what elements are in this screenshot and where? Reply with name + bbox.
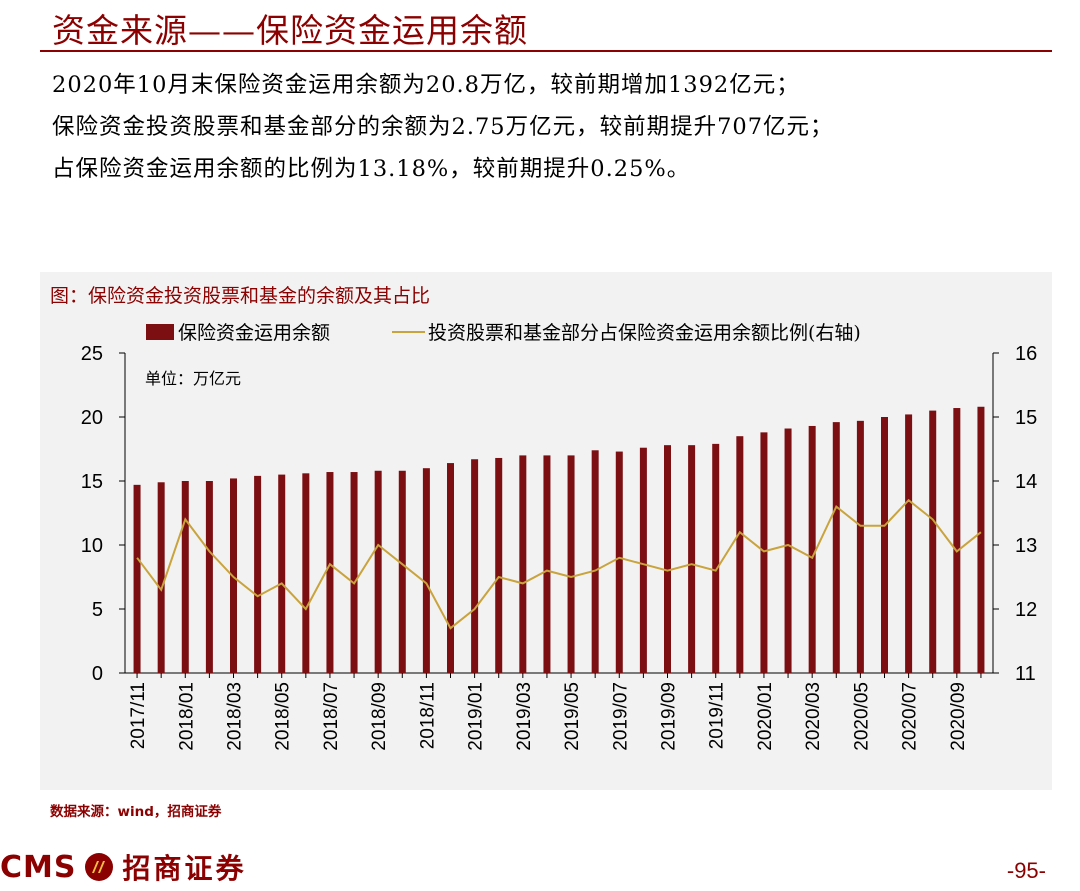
bar-2019/02 <box>495 457 503 673</box>
y-right-tick-label: 16 <box>1015 343 1037 365</box>
unit-label: 单位：万亿元 <box>145 369 241 388</box>
x-tick-label: 2020/07 <box>900 682 921 751</box>
bar-2020/06 <box>881 417 888 673</box>
bar-2019/01 <box>471 459 479 673</box>
bar-2018/08 <box>350 472 358 673</box>
bar-2018/04 <box>254 475 262 673</box>
logo-cn-text: 招商证券 <box>122 852 247 885</box>
bar-2019/10 <box>688 445 696 673</box>
y-left-tick-label: 10 <box>81 535 103 557</box>
chart-title: 图：保险资金投资股票和基金的余额及其占比 <box>50 285 431 307</box>
bar-2019/04 <box>543 455 551 673</box>
bar-2017/12 <box>157 482 165 673</box>
summary-line-3: 占保险资金运用余额的比例为13.18%，较前期提升0.25%。 <box>52 156 691 182</box>
bar-2020/03 <box>808 425 816 673</box>
y-right-tick-label: 14 <box>1015 471 1037 493</box>
ratio-line <box>136 498 982 630</box>
x-tick-label: 2020/05 <box>851 682 872 751</box>
bar-2018/06 <box>302 473 310 673</box>
x-tick-label: 2017/11 <box>128 682 149 749</box>
x-tick-label: 2019/01 <box>466 682 487 751</box>
bar-2020/09 <box>953 408 961 673</box>
bar-2018/11 <box>422 468 430 673</box>
page-number: -95- <box>1006 858 1046 883</box>
bar-2020/05 <box>856 420 864 673</box>
legend-bar-label: 保险资金运用余额 <box>178 322 330 344</box>
bar-2018/09 <box>374 470 382 673</box>
bar-2019/12 <box>736 436 744 673</box>
bar-2018/12 <box>447 463 454 673</box>
y-left-tick-label: 20 <box>81 407 103 429</box>
y-left-tick-label: 15 <box>81 471 103 493</box>
bar-2018/10 <box>398 470 406 673</box>
bar-2020/01 <box>760 432 768 673</box>
x-tick-label: 2018/09 <box>369 682 390 751</box>
x-tick-label: 2020/01 <box>755 682 776 751</box>
bar-2018/05 <box>278 474 286 673</box>
bar-2019/03 <box>519 455 527 673</box>
x-tick-label: 2018/03 <box>225 682 246 751</box>
summary-text: 2020年10月末保险资金运用余额为20.8万亿，较前期增加1392亿元； 保险… <box>52 64 834 190</box>
bar-2018/01 <box>181 481 189 673</box>
bar-2020/04 <box>832 422 840 673</box>
x-tick-label: 2018/01 <box>176 682 197 751</box>
x-tick-label: 2018/05 <box>273 682 294 751</box>
legend-bar-swatch <box>146 324 174 340</box>
y-left-tick-label: 5 <box>92 599 103 621</box>
x-tick-label: 2018/11 <box>417 682 438 749</box>
title-rule <box>40 50 1052 52</box>
bar-2020/10 <box>977 406 985 673</box>
logo-badge-icon <box>85 853 114 881</box>
y-right-tick-label: 13 <box>1015 535 1037 557</box>
bar-2020/07 <box>905 414 913 673</box>
page-title: 资金来源——保险资金运用余额 <box>52 11 528 50</box>
bar-2018/07 <box>326 472 334 673</box>
y-right-tick-label: 12 <box>1015 599 1037 621</box>
bar-2018/02 <box>205 481 213 673</box>
bar-2020/02 <box>784 428 792 673</box>
logo-cms-text: CMS <box>0 849 77 885</box>
x-tick-label: 2020/03 <box>803 682 824 751</box>
data-source: 数据来源：wind，招商证券 <box>50 804 222 820</box>
bar-2020/08 <box>929 410 937 673</box>
summary-line-1: 2020年10月末保险资金运用余额为20.8万亿，较前期增加1392亿元； <box>52 72 800 98</box>
bar-2019/09 <box>664 445 671 673</box>
company-logo: CMS 招商证券 <box>0 848 247 886</box>
bar-2019/06 <box>591 450 599 673</box>
x-tick-label: 2019/11 <box>707 682 728 749</box>
x-tick-label: 2019/05 <box>562 682 583 751</box>
bar-2019/08 <box>639 447 647 673</box>
y-left-tick-label: 0 <box>92 663 103 685</box>
x-tick-label: 2019/03 <box>514 682 535 751</box>
y-left-tick-label: 25 <box>81 343 103 365</box>
bar-2019/05 <box>567 455 575 673</box>
x-tick-label: 2019/07 <box>610 682 631 751</box>
x-tick-label: 2018/07 <box>321 682 342 751</box>
y-right-tick-label: 11 <box>1015 663 1036 685</box>
bar-2019/11 <box>712 443 720 673</box>
x-tick-label: 2020/09 <box>948 682 969 751</box>
bar-2019/07 <box>615 451 623 673</box>
summary-line-2: 保险资金投资股票和基金部分的余额为2.75万亿元，较前期提升707亿元； <box>52 114 834 140</box>
bar-2017/11 <box>133 484 141 673</box>
y-right-tick-label: 15 <box>1015 407 1037 429</box>
legend-line-label: 投资股票和基金部分占保险资金运用余额比例(右轴) <box>428 322 861 344</box>
x-tick-label: 2019/09 <box>659 682 680 751</box>
